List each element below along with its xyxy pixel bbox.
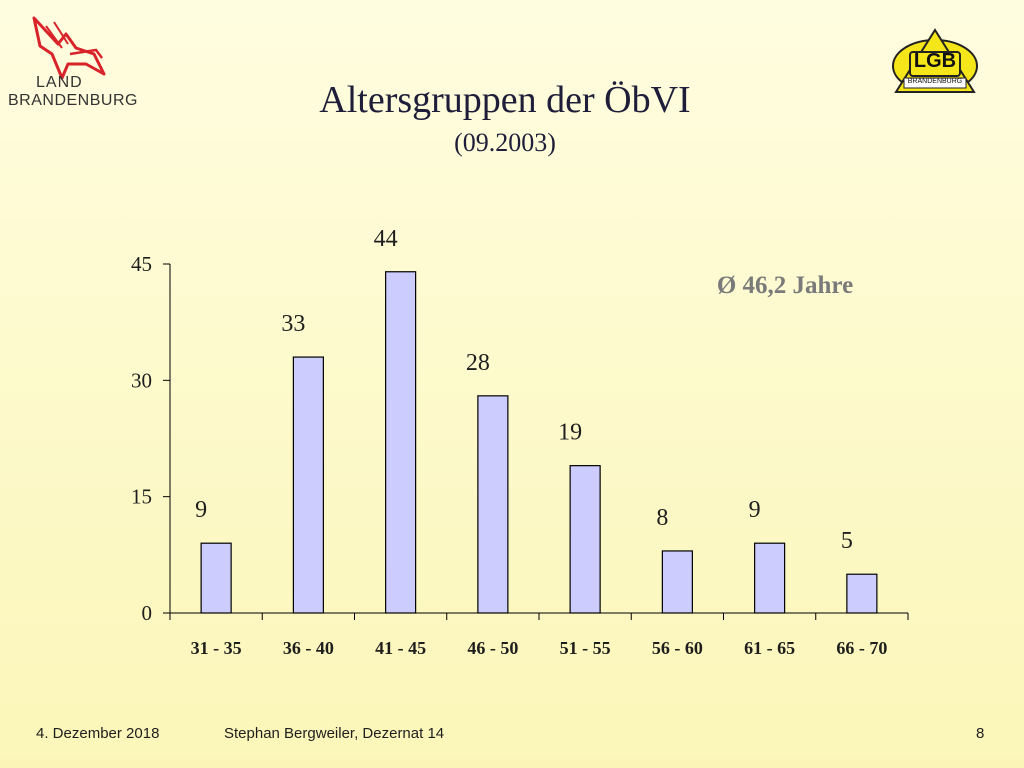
chart-title: Altersgruppen der ÖbVI	[319, 79, 691, 121]
chart-axes: 0 15 30 45	[131, 252, 909, 625]
x-tick-label: 56 - 60	[652, 638, 703, 658]
bar	[569, 465, 601, 614]
x-tick-label: 61 - 65	[744, 638, 795, 658]
eagle-icon	[32, 16, 106, 80]
logo-text-land: LAND	[36, 74, 83, 91]
data-label: 8	[656, 505, 668, 531]
bar	[292, 356, 324, 614]
y-tick-label: 15	[131, 485, 152, 509]
bar	[846, 573, 878, 614]
bar	[385, 271, 417, 614]
y-tick-label: 45	[131, 252, 152, 276]
x-tick-label: 46 - 50	[467, 638, 518, 658]
bar	[200, 542, 232, 614]
lgb-logo-sub: BRANDENBURG	[907, 78, 963, 85]
data-label: 33	[281, 311, 305, 337]
chart-labels: 31 - 35 9 36 - 40 33 41 - 45 44 46 - 50 28 51 - …	[191, 226, 888, 658]
land-brandenburg-logo: LAND BRANDENBURG	[6, 14, 138, 114]
y-tick-label: 30	[131, 368, 152, 392]
bar	[754, 542, 786, 614]
footer-page-number: 8	[976, 725, 985, 742]
data-label: 44	[374, 226, 398, 252]
x-tick-label: 41 - 45	[375, 638, 426, 658]
x-tick-label: 36 - 40	[283, 638, 334, 658]
chart-bars	[200, 271, 878, 614]
data-label: 19	[558, 420, 582, 446]
y-tick-label: 0	[142, 601, 153, 625]
bar	[661, 550, 693, 614]
bar	[477, 395, 509, 614]
logo-text-brandenburg: BRANDENBURG	[8, 92, 138, 109]
footer-date: 4. Dezember 2018	[36, 725, 160, 742]
x-tick-label: 66 - 70	[836, 638, 887, 658]
average-annotation: Ø 46,2 Jahre	[716, 272, 854, 299]
data-label: 28	[466, 350, 490, 376]
data-label: 5	[841, 528, 853, 554]
x-tick-label: 51 - 55	[560, 638, 611, 658]
footer-author: Stephan Bergweiler, Dezernat 14	[224, 725, 445, 742]
data-label: 9	[749, 497, 761, 523]
lgb-logo: LGB BRANDENBURG	[890, 26, 980, 98]
lgb-logo-name: LGB	[913, 50, 957, 72]
chart-subtitle: (09.2003)	[454, 128, 556, 157]
x-tick-label: 31 - 35	[191, 638, 242, 658]
triangle-icon	[892, 28, 978, 93]
data-label: 9	[195, 497, 207, 523]
